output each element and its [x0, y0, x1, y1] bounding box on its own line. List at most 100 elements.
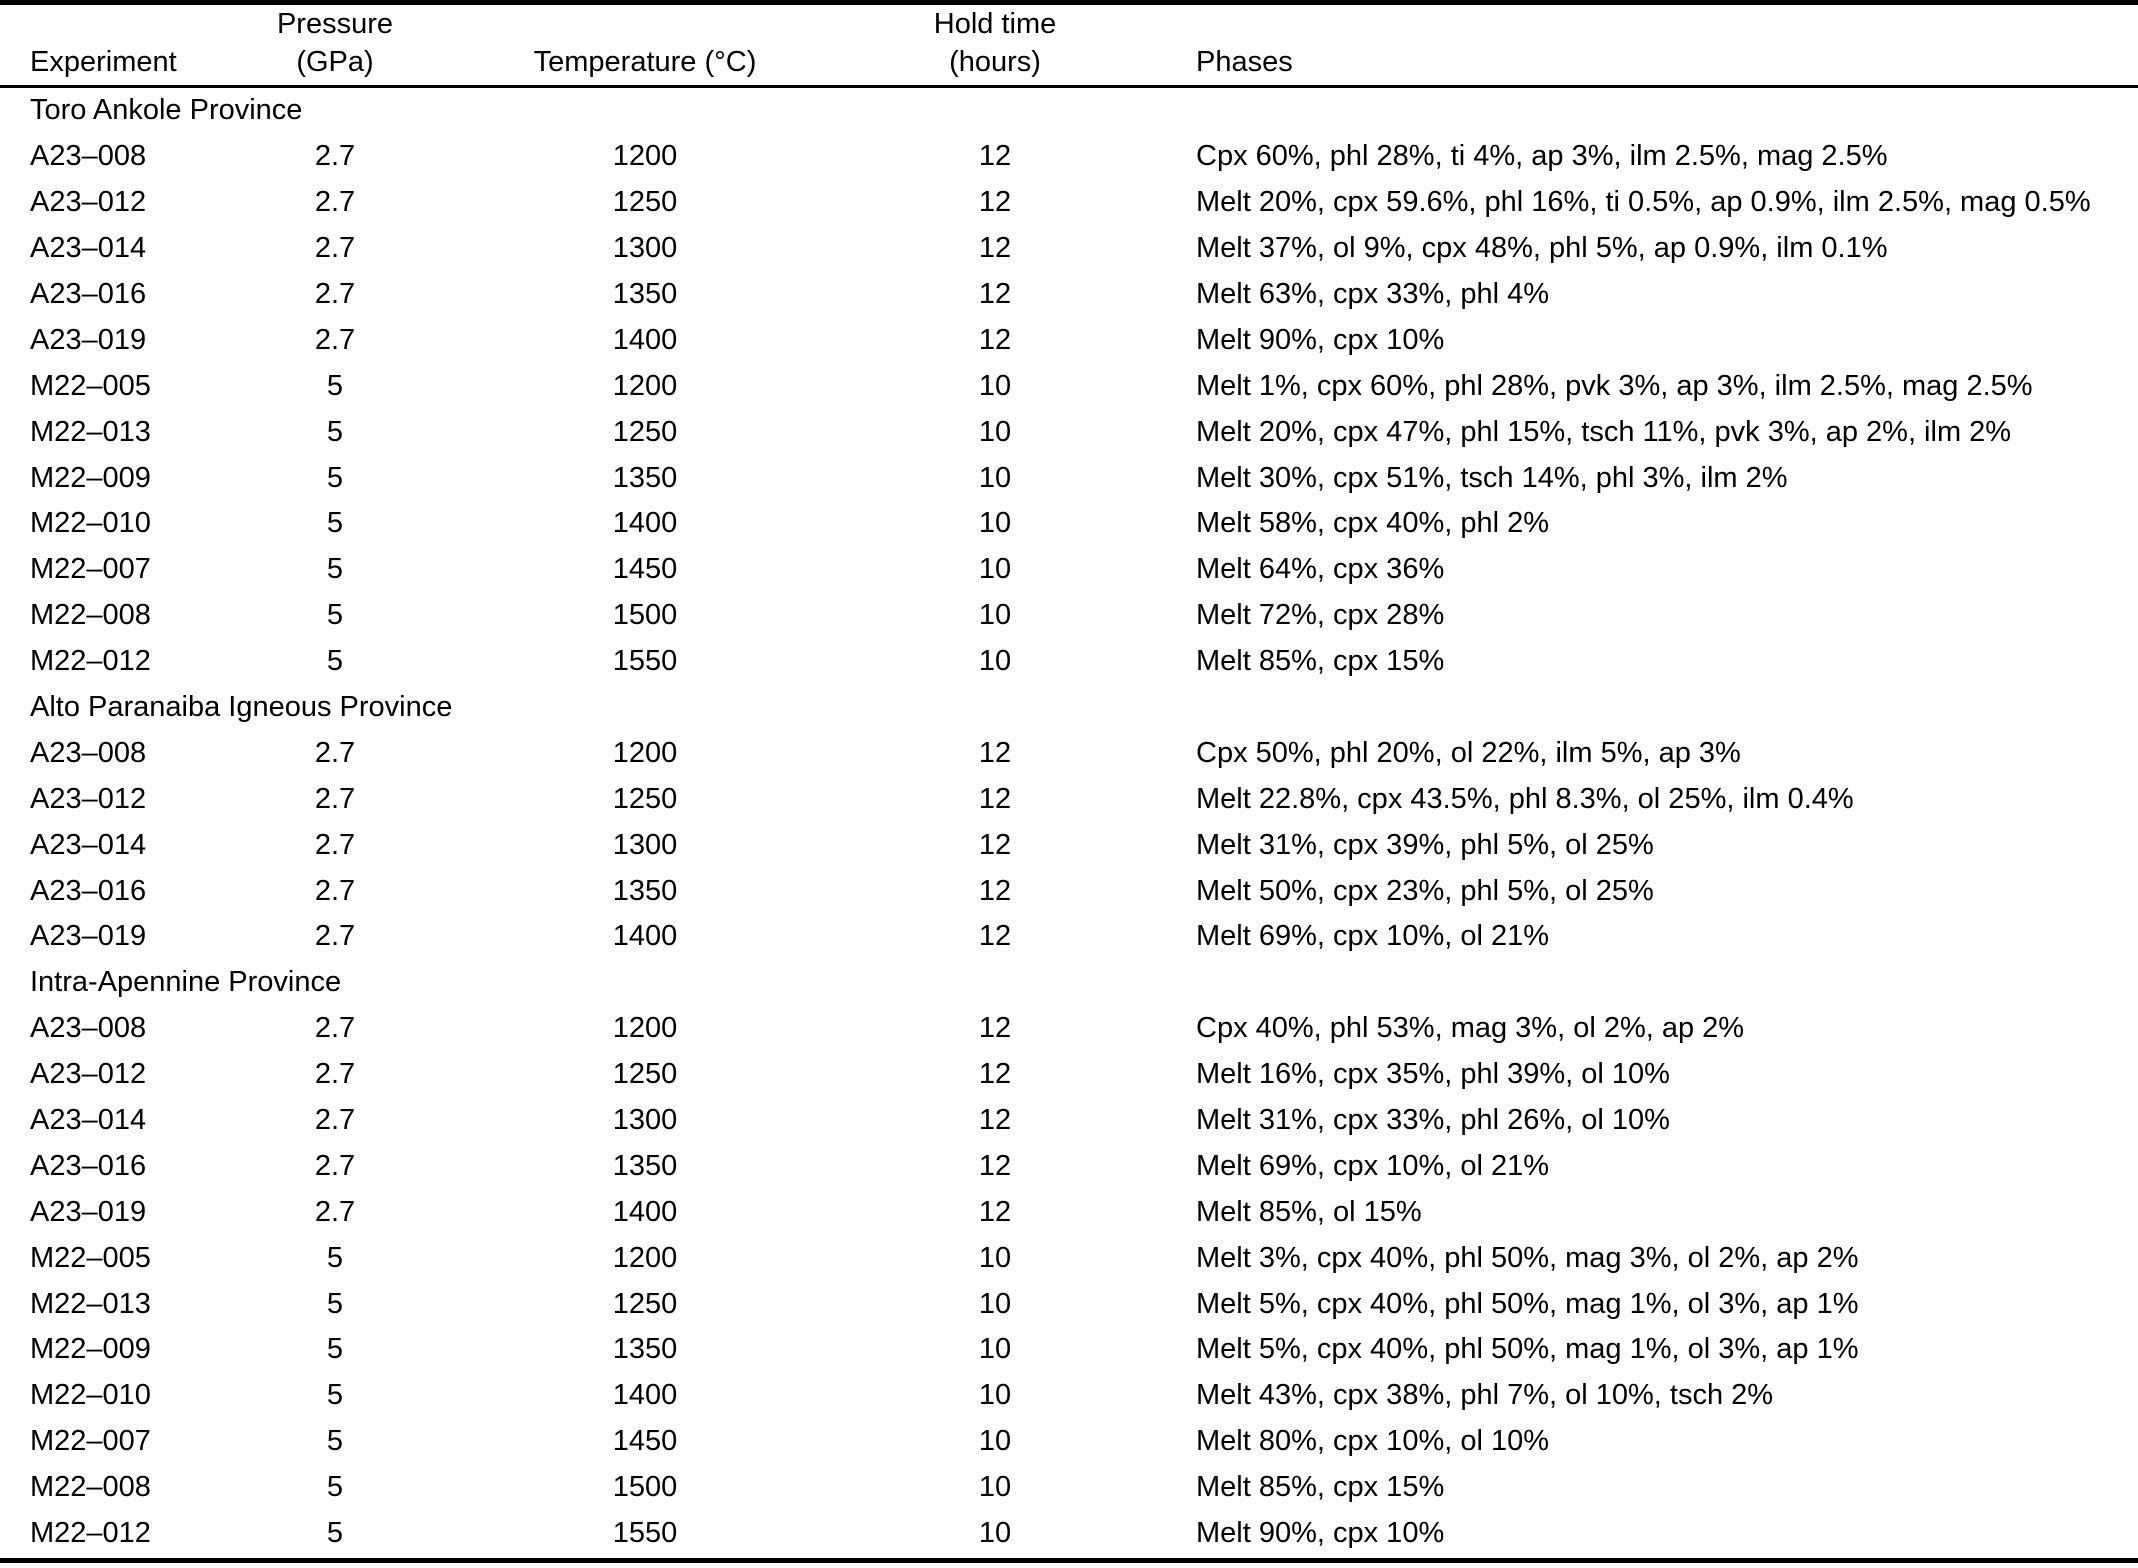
section-header-row: Toro Ankole Province — [0, 88, 2138, 134]
cell-temperature: 1400 — [612, 323, 678, 356]
cell-hold-time: 12 — [978, 874, 1012, 907]
cell-phases: Melt 22.8%, cpx 43.5%, phl 8.3%, ol 25%,… — [1196, 782, 1854, 815]
table-row: A23–016 2.7 1350 12 Melt 50%, cpx 23%, p… — [0, 868, 2138, 914]
cell-temperature: 1350 — [612, 874, 678, 907]
table-row: M22–010 5 1400 10 Melt 43%, cpx 38%, phl… — [0, 1373, 2138, 1419]
cell-pressure: 2.7 — [314, 1104, 356, 1137]
cell-experiment: A23–019 — [30, 323, 147, 356]
cell-temperature: 1200 — [612, 1241, 678, 1274]
table-row: A23–016 2.7 1350 12 Melt 63%, cpx 33%, p… — [0, 272, 2138, 318]
table-row: M22–005 5 1200 10 Melt 1%, cpx 60%, phl … — [0, 363, 2138, 409]
cell-phases: Melt 85%, cpx 15% — [1196, 645, 1445, 678]
cell-phases: Melt 63%, cpx 33%, phl 4% — [1196, 278, 1550, 310]
cell-experiment: A23–014 — [30, 1104, 147, 1137]
cell-experiment: M22–005 — [30, 369, 151, 402]
table-row: M22–012 5 1550 10 Melt 85%, cpx 15% — [0, 639, 2138, 685]
cell-hold-time: 12 — [978, 920, 1012, 953]
cell-pressure: 2.7 — [314, 232, 356, 265]
cell-experiment: M22–012 — [30, 645, 151, 678]
table-row: M22–013 5 1250 10 Melt 5%, cpx 40%, phl … — [0, 1281, 2138, 1327]
cell-temperature: 1550 — [612, 645, 678, 678]
column-header-pressure: Pressure (GPa) — [250, 5, 420, 82]
column-header-phases: Phases — [1120, 43, 2138, 81]
cell-phases: Melt 1%, cpx 60%, phl 28%, pvk 3%, ap 3%… — [1196, 369, 2033, 402]
table-row: A23–014 2.7 1300 12 Melt 31%, cpx 39%, p… — [0, 822, 2138, 868]
cell-pressure: 2.7 — [314, 1058, 356, 1091]
cell-hold-time: 10 — [978, 369, 1012, 402]
cell-experiment: M22–012 — [30, 1517, 151, 1550]
cell-pressure: 2.7 — [314, 736, 356, 769]
cell-phases: Melt 85%, ol 15% — [1196, 1195, 1422, 1228]
cell-phases: Melt 20%, cpx 47%, phl 15%, tsch 11%, pv… — [1196, 415, 2012, 448]
cell-temperature: 1200 — [612, 736, 678, 769]
cell-temperature: 1300 — [612, 1104, 678, 1137]
cell-phases: Melt 58%, cpx 40%, phl 2% — [1196, 507, 1550, 540]
cell-phases: Melt 80%, cpx 10%, ol 10% — [1196, 1425, 1550, 1458]
cell-hold-time: 10 — [978, 553, 1012, 586]
cell-hold-time: 12 — [978, 278, 1012, 310]
cell-phases: Melt 31%, cpx 33%, phl 26%, ol 10% — [1196, 1104, 1670, 1137]
cell-temperature: 1250 — [612, 186, 678, 219]
cell-hold-time: 12 — [978, 782, 1012, 815]
table-row: A23–012 2.7 1250 12 Melt 22.8%, cpx 43.5… — [0, 776, 2138, 822]
cell-pressure: 2.7 — [314, 323, 356, 356]
cell-phases: Melt 30%, cpx 51%, tsch 14%, phl 3%, ilm… — [1196, 461, 1788, 494]
cell-experiment: A23–008 — [30, 736, 147, 769]
column-header-hold-time-line2: (hours) — [949, 46, 1041, 79]
table-row: A23–008 2.7 1200 12 Cpx 50%, phl 20%, ol… — [0, 730, 2138, 776]
cell-pressure: 2.7 — [314, 1012, 356, 1045]
cell-pressure: 2.7 — [314, 828, 356, 861]
section-title: Intra-Apennine Province — [30, 966, 342, 999]
column-header-pressure-line1: Pressure — [276, 8, 394, 40]
cell-pressure: 2.7 — [314, 186, 356, 219]
cell-pressure: 2.7 — [314, 874, 356, 907]
cell-hold-time: 10 — [978, 1425, 1012, 1458]
table-row: M22–008 5 1500 10 Melt 72%, cpx 28% — [0, 593, 2138, 639]
cell-phases: Cpx 50%, phl 20%, ol 22%, ilm 5%, ap 3% — [1196, 736, 1741, 769]
column-header-pressure-line2: (GPa) — [296, 46, 374, 79]
cell-pressure: 5 — [326, 1379, 344, 1412]
cell-pressure: 5 — [326, 1425, 344, 1458]
table-row: A23–008 2.7 1200 12 Cpx 40%, phl 53%, ma… — [0, 1006, 2138, 1052]
cell-experiment: A23–016 — [30, 1149, 147, 1182]
cell-experiment: M22–008 — [30, 599, 151, 632]
cell-experiment: A23–012 — [30, 1058, 147, 1091]
cell-experiment: M22–010 — [30, 1379, 151, 1412]
cell-temperature: 1300 — [612, 232, 678, 265]
cell-hold-time: 10 — [978, 1241, 1012, 1274]
cell-experiment: M22–009 — [30, 461, 151, 494]
cell-experiment: A23–012 — [30, 186, 147, 219]
cell-temperature: 1250 — [612, 1287, 678, 1320]
cell-pressure: 5 — [326, 599, 344, 632]
cell-hold-time: 12 — [978, 736, 1012, 769]
cell-hold-time: 10 — [978, 1287, 1012, 1320]
cell-temperature: 1250 — [612, 782, 678, 815]
cell-temperature: 1350 — [612, 278, 678, 310]
cell-temperature: 1300 — [612, 828, 678, 861]
table-row: M22–008 5 1500 10 Melt 85%, cpx 15% — [0, 1465, 2138, 1511]
table-body: Toro Ankole Province A23–008 2.7 1200 12… — [0, 88, 2138, 1558]
section-header-row: Alto Paranaiba Igneous Province — [0, 685, 2138, 731]
cell-pressure: 2.7 — [314, 1149, 356, 1182]
table-row: M22–009 5 1350 10 Melt 5%, cpx 40%, phl … — [0, 1327, 2138, 1373]
cell-temperature: 1450 — [612, 553, 678, 586]
cell-temperature: 1250 — [612, 1058, 678, 1091]
cell-hold-time: 12 — [978, 323, 1012, 356]
cell-temperature: 1550 — [612, 1517, 678, 1550]
cell-experiment: A23–012 — [30, 782, 147, 815]
cell-phases: Melt 5%, cpx 40%, phl 50%, mag 1%, ol 3%… — [1196, 1333, 1859, 1366]
column-header-experiment-label: Experiment — [30, 46, 177, 79]
cell-phases: Melt 37%, ol 9%, cpx 48%, phl 5%, ap 0.9… — [1196, 232, 1888, 265]
cell-pressure: 5 — [326, 369, 344, 402]
cell-hold-time: 12 — [978, 186, 1012, 219]
section-title: Alto Paranaiba Igneous Province — [30, 691, 453, 724]
table-row: M22–013 5 1250 10 Melt 20%, cpx 47%, phl… — [0, 409, 2138, 455]
cell-phases: Cpx 40%, phl 53%, mag 3%, ol 2%, ap 2% — [1196, 1012, 1745, 1045]
cell-temperature: 1500 — [612, 599, 678, 632]
cell-experiment: M22–010 — [30, 507, 151, 540]
cell-pressure: 2.7 — [314, 1195, 356, 1228]
table-row: A23–008 2.7 1200 12 Cpx 60%, phl 28%, ti… — [0, 134, 2138, 180]
cell-phases: Melt 69%, cpx 10%, ol 21% — [1196, 1149, 1550, 1182]
table-row: M22–007 5 1450 10 Melt 80%, cpx 10%, ol … — [0, 1419, 2138, 1465]
